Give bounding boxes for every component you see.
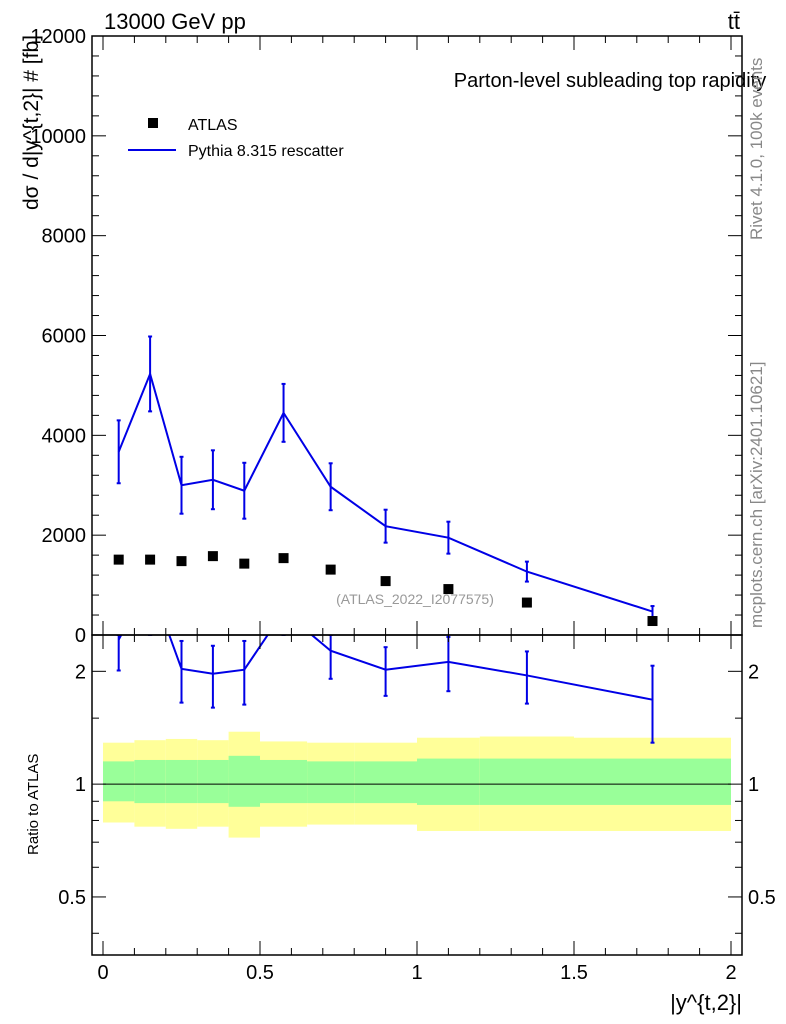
mcplots-source-label: mcplots.cern.ch [arXiv:2401.10621] [747, 362, 766, 628]
data-point-atlas [278, 553, 289, 564]
data-point-atlas [325, 564, 336, 575]
ratio-y-tick-label: 1 [75, 774, 86, 796]
main-y-tick-label: 10000 [30, 126, 86, 148]
main-y-tick-label: 12000 [30, 26, 86, 48]
uncertainty-band-inner [354, 761, 417, 804]
data-point-atlas [176, 556, 187, 567]
ratio-y-tick-label-right: 1 [748, 774, 759, 796]
legend-label-atlas: ATLAS [188, 117, 238, 134]
ratio-y-tick-label: 0.5 [58, 887, 86, 909]
uncertainty-band-inner [228, 755, 260, 807]
uncertainty-band-inner [417, 758, 480, 805]
x-tick-label: 0 [97, 962, 108, 984]
x-tick-label: 0.5 [246, 962, 274, 984]
ratio-plot [103, 635, 731, 838]
main-y-axis-label: dσ / d|y^{t,2}| # [fb] [20, 35, 43, 210]
main-y-tick-label: 4000 [42, 425, 87, 447]
main-y-tick-label: 0 [75, 625, 86, 647]
process-label: tt̄ [728, 9, 740, 34]
x-tick-label: 1.5 [560, 962, 588, 984]
ratio-y-tick-label: 2 [75, 661, 86, 683]
uncertainty-band-inner [165, 759, 198, 804]
axes: 0 2000 4000 6000 8000 10000 12000 0.5 0.5 1 1 2 2 0 0.… [30, 26, 775, 984]
uncertainty-band-inner [574, 758, 731, 805]
legend-marker-atlas [148, 118, 158, 128]
x-tick-label: 1 [411, 962, 422, 984]
data-point-atlas [647, 616, 658, 627]
ratio-y-axis-label: Ratio to ATLAS [25, 754, 42, 855]
data-point-atlas [521, 597, 532, 608]
ratio-y-tick-label-right: 2 [748, 661, 759, 683]
data-point-atlas [443, 584, 454, 595]
data-point-atlas [380, 576, 391, 587]
legend: ATLAS Pythia 8.315 rescatter [128, 117, 344, 160]
energy-label: 13000 GeV pp [104, 9, 246, 34]
analysis-watermark: (ATLAS_2022_I2077575) [336, 591, 494, 607]
x-axis-label: |y^{t,2}| [670, 990, 742, 1015]
main-y-tick-label: 6000 [42, 326, 87, 348]
main-y-tick-label: 8000 [42, 226, 87, 248]
ratio-series-line [117, 635, 653, 701]
x-tick-label: 2 [725, 962, 736, 984]
data-point-atlas [113, 554, 124, 565]
main-plot [113, 335, 658, 627]
legend-label-mc: Pythia 8.315 rescatter [188, 143, 344, 160]
ratio-y-tick-label-right: 0.5 [748, 887, 776, 909]
chart-title: Parton-level subleading top rapidity [454, 70, 766, 92]
uncertainty-band-inner [197, 759, 229, 804]
uncertainty-band-inner [260, 759, 308, 804]
uncertainty-band-inner [103, 761, 135, 802]
mc-series-line [117, 370, 653, 613]
data-point-atlas [145, 554, 156, 565]
rivet-version-label: Rivet 4.1.0, 100k events [747, 58, 766, 240]
data-point-atlas [239, 558, 250, 569]
uncertainty-band-inner [307, 761, 355, 804]
uncertainty-band-inner [479, 758, 574, 805]
uncertainty-band-inner [134, 759, 166, 804]
main-y-tick-label: 2000 [42, 525, 87, 547]
data-point-atlas [207, 551, 218, 562]
